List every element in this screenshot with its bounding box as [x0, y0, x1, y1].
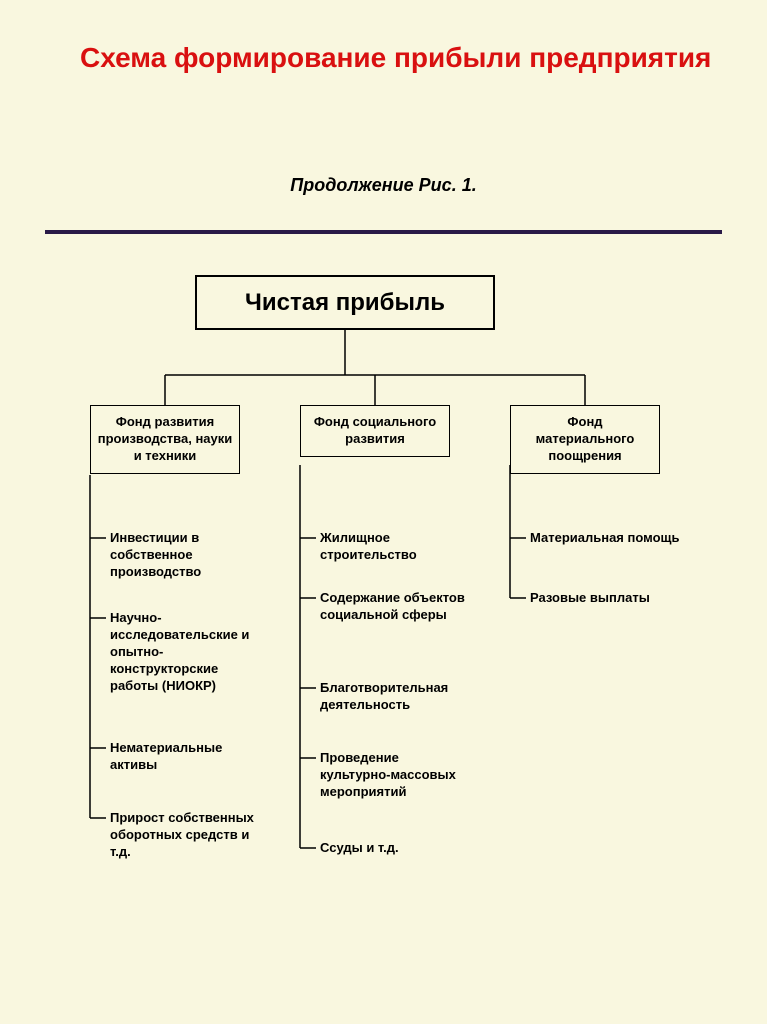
subtitle: Продолжение Рис. 1. [0, 175, 767, 196]
leaf-node: Прирост собственных оборотных средств и … [110, 810, 260, 861]
leaf-node: Жилищное строительство [320, 530, 470, 564]
page-title: Схема формирование прибыли предприятия [80, 40, 711, 76]
leaf-node: Проведение культурно-массовых мероприяти… [320, 750, 470, 801]
leaf-node: Инвестиции в собственное производство [110, 530, 260, 581]
leaf-node: Нематериальные активы [110, 740, 260, 774]
fund-box: Фонд развития производства, науки и техн… [90, 405, 240, 474]
leaf-node: Материальная помощь [530, 530, 680, 547]
connector-lines [0, 0, 767, 1024]
leaf-node: Благотворительная деятельность [320, 680, 470, 714]
divider-line [45, 230, 722, 234]
fund-box: Фонд социального развития [300, 405, 450, 457]
leaf-node: Разовые выплаты [530, 590, 680, 607]
leaf-node: Содержание объектов социальной сферы [320, 590, 470, 624]
fund-box: Фонд материального поощрения [510, 405, 660, 474]
leaf-node: Ссуды и т.д. [320, 840, 470, 857]
root-node: Чистая прибыль [195, 275, 495, 330]
leaf-node: Научно-исследовательские и опытно-констр… [110, 610, 260, 694]
